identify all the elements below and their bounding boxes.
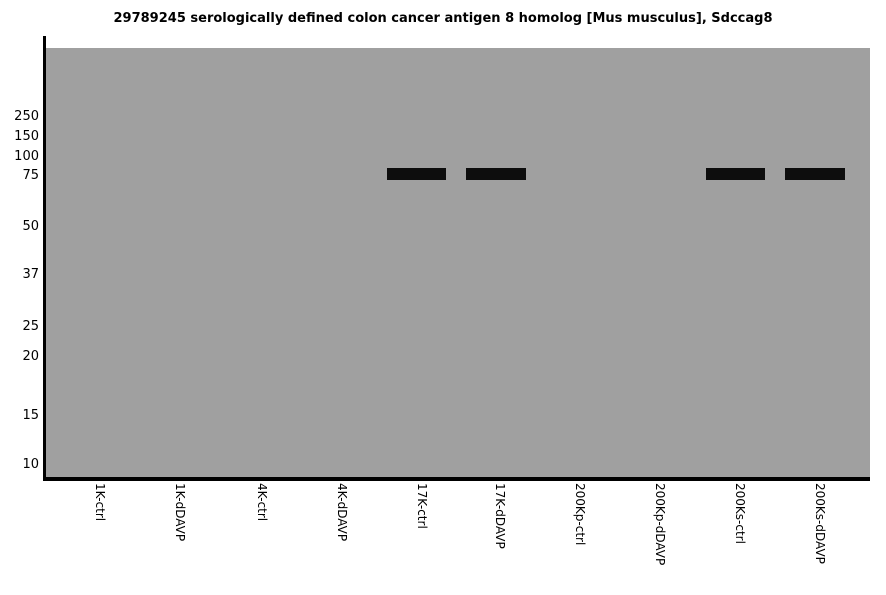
- mw-tick-label: 75: [22, 168, 39, 183]
- mw-tick-label: 150: [14, 129, 39, 144]
- mw-tick-label: 50: [22, 219, 39, 234]
- mw-tick-label: 25: [22, 319, 39, 334]
- lane-label: 4K-dDAVP: [335, 483, 349, 542]
- mw-tick-label: 250: [14, 109, 39, 124]
- y-axis-line: [43, 36, 46, 481]
- protein-band: [386, 168, 446, 180]
- chart-title: 29789245 serologically defined colon can…: [113, 11, 773, 26]
- lane-label: 200Kp-ctrl: [573, 483, 587, 546]
- mw-tick-label: 15: [22, 408, 39, 423]
- lane-label: 1K-dDAVP: [173, 483, 187, 542]
- lane-label: 17K-dDAVP: [493, 483, 507, 549]
- gel-area: [46, 48, 870, 477]
- protein-band: [466, 168, 526, 180]
- lane-label: 200Kp-dDAVP: [653, 483, 667, 566]
- x-axis-line: [43, 477, 870, 481]
- lane-label: 200Ks-ctrl: [733, 483, 747, 544]
- mw-tick-label: 10: [22, 457, 39, 472]
- lane-label: 4K-ctrl: [255, 483, 269, 522]
- lane-label: 200Ks-dDAVP: [813, 483, 827, 564]
- lane-label: 1K-ctrl: [93, 483, 107, 522]
- protein-band: [785, 168, 845, 180]
- lane-label: 17K-ctrl: [415, 483, 429, 529]
- protein-band: [705, 168, 765, 180]
- mw-tick-label: 37: [22, 267, 39, 282]
- mw-tick-label: 20: [22, 349, 39, 364]
- mw-tick-label: 100: [14, 149, 39, 164]
